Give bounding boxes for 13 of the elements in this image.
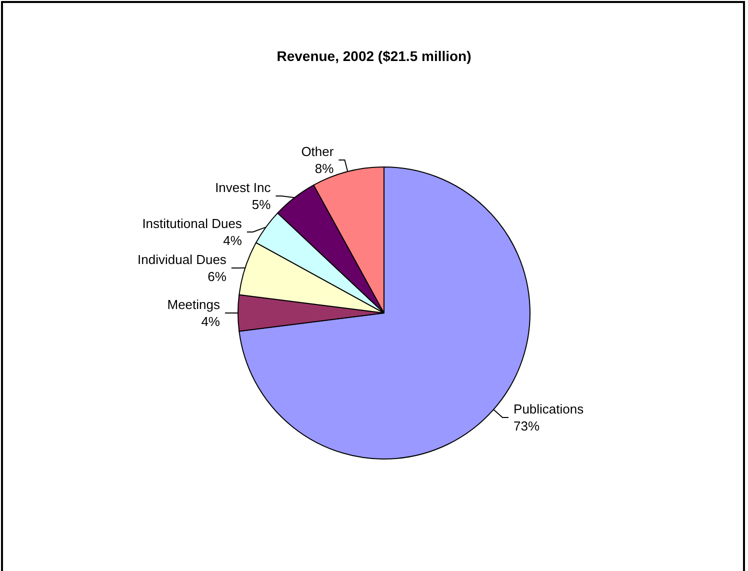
slice-label: Individual Dues	[138, 252, 227, 267]
data-label: 73%	[514, 418, 540, 434]
data-label: 5%	[252, 196, 272, 212]
data-label: 6%	[208, 268, 227, 284]
slice-label: Invest Inc	[215, 180, 272, 195]
slice-label: Publications	[514, 401, 584, 416]
slice-label: Institutional Dues	[142, 216, 242, 231]
data-label: 4%	[201, 314, 220, 329]
data-label: 4%	[223, 232, 242, 248]
data-label: 8%	[314, 160, 334, 176]
slice-label: Meetings	[167, 297, 220, 312]
chart-title: Revenue, 2002 ($21.5 million)	[276, 48, 472, 64]
slice-label: Other	[301, 144, 334, 159]
